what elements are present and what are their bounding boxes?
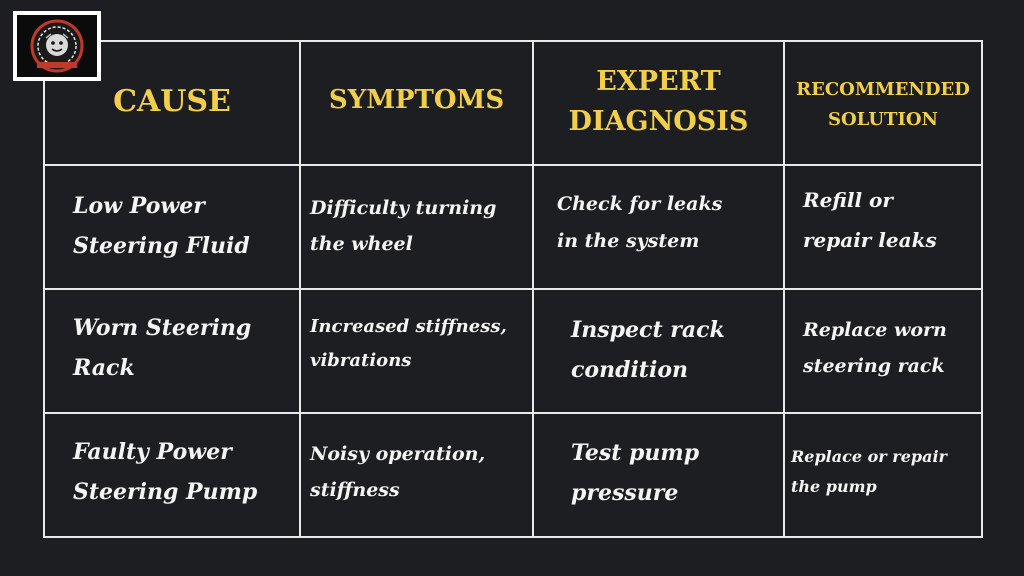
company-logo: [13, 11, 101, 81]
symptom-line: Noisy operation,: [310, 443, 486, 465]
gear-lion-icon: [30, 19, 84, 73]
solution-text: Refill or repair leaks: [803, 180, 937, 260]
diagnosis-line: condition: [571, 357, 688, 383]
diagnosis-line: in the system: [557, 230, 700, 252]
symptom-cell: Noisy operation, stiffness: [299, 412, 534, 538]
diagnosis-text: Inspect rack condition: [571, 310, 725, 390]
logo-emblem: [17, 15, 97, 77]
header-diagnosis-line1: EXPERT: [596, 66, 721, 97]
symptom-text: Noisy operation, stiffness: [310, 436, 485, 508]
header-solution-line2: SOLUTION: [828, 109, 938, 130]
diagnosis-line: Check for leaks: [557, 193, 723, 215]
diagnosis-cell: Test pump pressure: [532, 412, 785, 538]
header-diagnosis: EXPERT DIAGNOSIS: [534, 62, 783, 142]
table-row: Worn Steering Rack Increased stiffness, …: [43, 288, 983, 414]
header-cell-symptoms: SYMPTOMS: [299, 40, 534, 166]
diagnosis-line: Test pump: [571, 440, 700, 466]
solution-line: Replace worn: [803, 319, 947, 341]
solution-cell: Replace worn steering rack: [783, 288, 983, 414]
symptom-line: vibrations: [310, 350, 412, 371]
table-row: Low Power Steering Fluid Difficulty turn…: [43, 164, 983, 290]
cause-text: Low Power Steering Fluid: [73, 186, 250, 266]
header-symptoms: SYMPTOMS: [328, 85, 505, 115]
symptom-line: the wheel: [310, 233, 413, 255]
header-cell-solution: RECOMMENDED SOLUTION: [783, 40, 983, 166]
symptom-line: Difficulty turning: [310, 197, 497, 219]
diagnosis-line: pressure: [571, 480, 679, 506]
diagnosis-text: Check for leaks in the system: [557, 186, 722, 260]
solution-line: steering rack: [803, 355, 945, 377]
symptom-line: Increased stiffness,: [310, 316, 507, 337]
header-cell-diagnosis: EXPERT DIAGNOSIS: [532, 40, 785, 166]
solution-line: repair leaks: [803, 228, 937, 252]
cause-cell: Low Power Steering Fluid: [43, 164, 301, 290]
cause-cell: Faulty Power Steering Pump: [43, 412, 301, 538]
diagnosis-table: CAUSE SYMPTOMS EXPERT DIAGNOSIS RECOMMEN…: [43, 40, 983, 538]
header-solution-line1: RECOMMENDED: [796, 79, 970, 100]
diagnosis-cell: Inspect rack condition: [532, 288, 785, 414]
solution-line: Refill or: [803, 188, 893, 212]
table-header-row: CAUSE SYMPTOMS EXPERT DIAGNOSIS RECOMMEN…: [43, 40, 983, 166]
cause-line: Faulty Power: [73, 439, 232, 465]
symptom-cell: Difficulty turning the wheel: [299, 164, 534, 290]
diagnosis-line: Inspect rack: [571, 317, 725, 343]
solution-cell: Replace or repair the pump: [783, 412, 983, 538]
cause-line: Worn Steering: [73, 315, 252, 341]
cause-line: Steering Fluid: [73, 233, 250, 259]
cause-cell: Worn Steering Rack: [43, 288, 301, 414]
cause-line: Low Power: [73, 193, 205, 219]
cause-text: Faulty Power Steering Pump: [73, 432, 257, 512]
cause-line: Steering Pump: [73, 479, 258, 505]
header-solution: RECOMMENDED SOLUTION: [785, 75, 981, 135]
solution-cell: Refill or repair leaks: [783, 164, 983, 290]
diagnosis-cell: Check for leaks in the system: [532, 164, 785, 290]
header-diagnosis-line2: DIAGNOSIS: [568, 106, 749, 137]
symptom-cell: Increased stiffness, vibrations: [299, 288, 534, 414]
symptom-line: stiffness: [310, 479, 400, 501]
cause-line: Rack: [73, 355, 135, 381]
symptom-text: Difficulty turning the wheel: [310, 190, 496, 262]
cause-text: Worn Steering Rack: [73, 308, 251, 388]
solution-text: Replace or repair the pump: [791, 442, 947, 502]
solution-line: the pump: [791, 477, 877, 496]
solution-text: Replace worn steering rack: [803, 312, 947, 384]
diagnosis-text: Test pump pressure: [571, 433, 699, 513]
header-cause: CAUSE: [113, 84, 231, 119]
table-row: Faulty Power Steering Pump Noisy operati…: [43, 412, 983, 538]
symptom-text: Increased stiffness, vibrations: [310, 310, 507, 378]
solution-line: Replace or repair: [791, 447, 947, 466]
